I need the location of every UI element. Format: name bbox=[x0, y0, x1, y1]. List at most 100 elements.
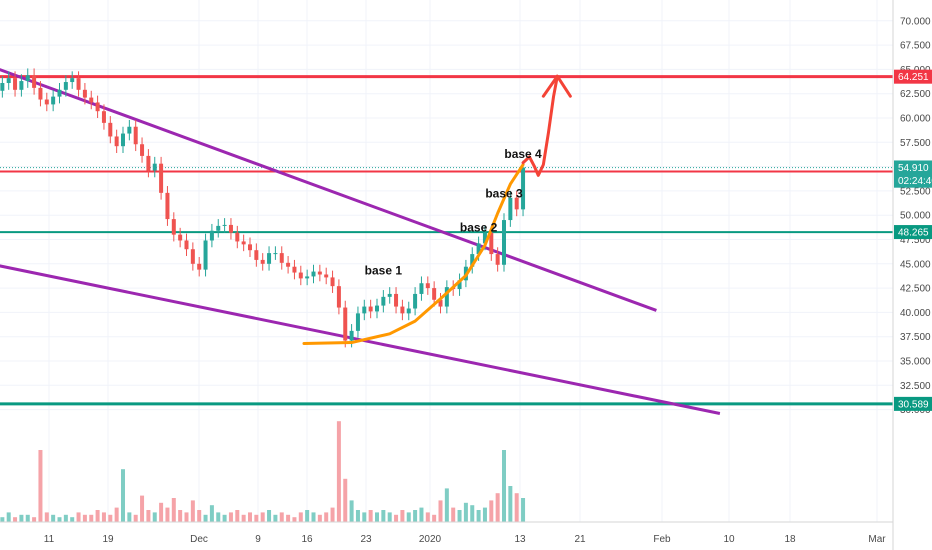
annotation-label: base 3 bbox=[485, 187, 523, 201]
candle-body bbox=[336, 286, 341, 308]
candle-body bbox=[44, 99, 49, 105]
candle-body bbox=[406, 308, 411, 314]
candle-body bbox=[32, 75, 37, 88]
volume-bar bbox=[298, 512, 303, 522]
candle-body bbox=[6, 78, 11, 84]
y-axis-ticks: 70.00067.50065.00062.50060.00057.50055.0… bbox=[900, 16, 931, 416]
volume-bar bbox=[425, 512, 430, 522]
volume-bar bbox=[95, 510, 100, 522]
volume-bar bbox=[521, 498, 526, 522]
price-tag-label: 48.265 bbox=[898, 228, 929, 239]
trend-line-lower[interactable] bbox=[0, 256, 721, 415]
trend-line-upper[interactable] bbox=[0, 52, 657, 312]
volume-bar bbox=[114, 507, 119, 522]
projection-arrowhead bbox=[541, 74, 572, 98]
candle-body bbox=[413, 293, 418, 309]
y-tick-label: 42.500 bbox=[900, 284, 931, 295]
annotations: base 1 base 2 base 3 base 4 bbox=[365, 147, 542, 278]
candle-body bbox=[127, 126, 132, 134]
candle-body bbox=[197, 263, 202, 270]
price-tag-label: 02:24:40 bbox=[898, 176, 932, 187]
volume-bar bbox=[368, 510, 373, 522]
volume-bar bbox=[381, 510, 386, 522]
candle-body bbox=[171, 219, 176, 235]
volume-bar bbox=[400, 510, 405, 522]
volume-bar bbox=[171, 498, 176, 522]
y-tick-label: 57.500 bbox=[900, 138, 931, 149]
candle-body bbox=[362, 306, 367, 314]
volume-bar bbox=[419, 507, 424, 522]
price-tag-box bbox=[894, 173, 932, 188]
y-tick-label: 70.000 bbox=[900, 16, 931, 27]
candle-body bbox=[70, 78, 75, 83]
y-tick-label: 37.500 bbox=[900, 332, 931, 343]
volume-bar bbox=[476, 510, 481, 522]
candle-body bbox=[184, 240, 189, 250]
volume-bar bbox=[444, 488, 449, 522]
candle-body bbox=[228, 224, 233, 233]
candle-body bbox=[57, 89, 62, 97]
candle-body bbox=[514, 197, 519, 210]
volume-bar bbox=[127, 512, 132, 522]
x-tick-label: 21 bbox=[574, 534, 586, 545]
volume-bar bbox=[317, 514, 322, 522]
candle-body bbox=[13, 78, 18, 90]
y-tick-label: 35.000 bbox=[900, 357, 931, 368]
price-tag-label: 54.910 bbox=[898, 163, 929, 174]
candle-body bbox=[355, 313, 360, 331]
volume-bar bbox=[387, 512, 392, 522]
candle-body bbox=[235, 232, 240, 242]
candlesticks bbox=[0, 68, 526, 348]
candle-body bbox=[508, 197, 513, 221]
x-tick-label: 9 bbox=[255, 534, 261, 545]
volume-bar bbox=[13, 517, 18, 522]
candle-body bbox=[190, 249, 195, 264]
candle-body bbox=[82, 89, 87, 98]
candle-body bbox=[216, 225, 221, 231]
candle-body bbox=[95, 102, 100, 112]
volume-bar bbox=[273, 514, 278, 522]
volume-bar bbox=[203, 514, 208, 522]
x-tick-label: 2020 bbox=[419, 534, 442, 545]
volume-bar bbox=[152, 512, 157, 522]
x-axis-ticks: 11 19 Dec 9 16 23 2020 13 21 Feb 10 18 Mar bbox=[44, 534, 886, 545]
candle-body bbox=[324, 274, 329, 278]
y-tick-label: 60.000 bbox=[900, 114, 931, 125]
candle-body bbox=[343, 307, 348, 341]
volume-bar bbox=[38, 450, 43, 522]
volume-bar bbox=[209, 505, 214, 522]
candle-body bbox=[19, 81, 24, 90]
candle-body bbox=[368, 306, 373, 312]
cup-curve-line[interactable] bbox=[302, 163, 525, 346]
volume-bar bbox=[489, 500, 494, 522]
x-tick-label: 11 bbox=[44, 534, 55, 545]
candle-body bbox=[279, 253, 284, 263]
volume-bar bbox=[178, 510, 183, 522]
volume-bar bbox=[336, 421, 341, 522]
candle-body bbox=[38, 87, 43, 100]
volume-bar bbox=[343, 478, 348, 522]
volume-bar bbox=[101, 512, 106, 522]
volume-bar bbox=[330, 507, 335, 522]
price-tag-box bbox=[894, 69, 932, 84]
candle-body bbox=[260, 259, 265, 264]
volume-bar bbox=[457, 510, 462, 522]
volume-bar bbox=[254, 514, 259, 522]
candle-body bbox=[298, 272, 303, 279]
candle-body bbox=[101, 111, 106, 123]
candle-body bbox=[470, 254, 475, 267]
volume-bar bbox=[184, 512, 189, 522]
volume-bar bbox=[222, 514, 227, 522]
candle-body bbox=[203, 240, 208, 270]
volume-bar bbox=[470, 505, 475, 522]
volume-bar bbox=[44, 512, 49, 522]
y-tick-label: 32.500 bbox=[900, 381, 931, 392]
projection-line[interactable] bbox=[521, 74, 559, 177]
candle-body bbox=[63, 82, 68, 90]
volume-bar bbox=[311, 512, 316, 522]
y-tick-label: 50.000 bbox=[900, 211, 931, 222]
candle-body bbox=[419, 283, 424, 294]
volume-bar bbox=[235, 510, 240, 522]
candle-body bbox=[495, 254, 500, 265]
